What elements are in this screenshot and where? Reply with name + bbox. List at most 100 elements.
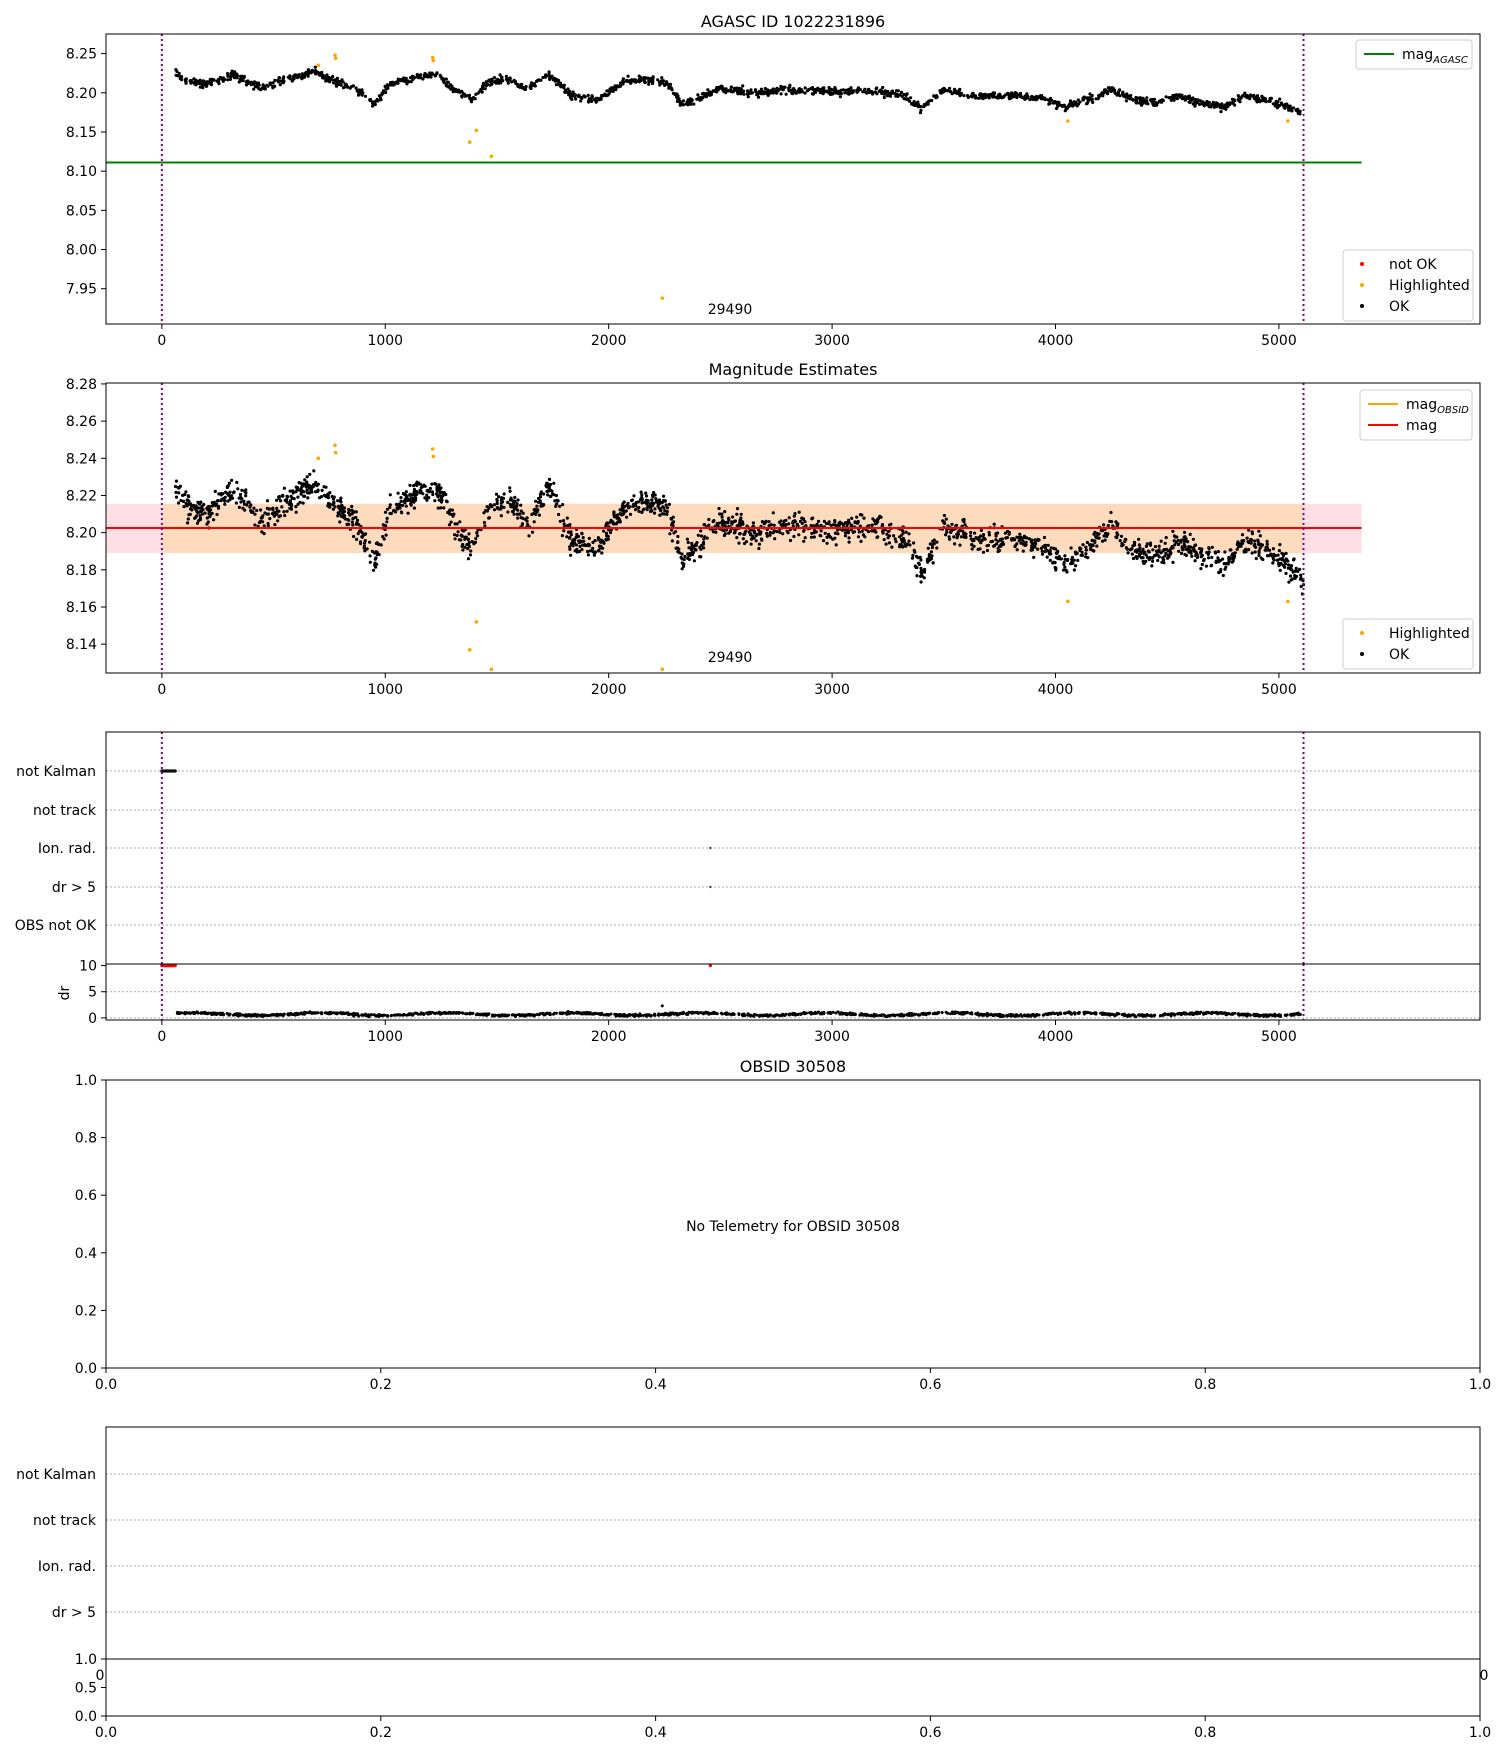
ok-point: [490, 77, 494, 81]
ok-point: [1263, 97, 1268, 101]
ok-point: [1138, 101, 1142, 105]
ok-point: [445, 80, 449, 85]
ok-point: [1176, 538, 1180, 543]
ok-point: [691, 550, 696, 555]
ok-point: [1066, 558, 1070, 562]
ok-point: [402, 499, 406, 503]
ok-point: [954, 523, 959, 528]
ok-point: [271, 508, 275, 512]
ok-point: [1011, 537, 1015, 541]
ok-point: [1211, 100, 1215, 104]
ok-point: [506, 81, 510, 85]
ok-point: [885, 532, 889, 536]
ok-point: [750, 537, 754, 541]
ok-point: [1247, 540, 1251, 545]
ok-point: [382, 537, 386, 541]
ok-point: [626, 74, 630, 78]
ok-point: [574, 535, 578, 540]
ok-point: [287, 76, 292, 80]
ok-point: [298, 500, 302, 504]
ok-point: [1075, 104, 1079, 108]
ok-point: [453, 537, 457, 541]
ok-point: [652, 511, 657, 515]
ok-point: [430, 490, 434, 494]
ok-point: [190, 505, 194, 509]
ok-point: [508, 489, 512, 493]
ok-point: [930, 98, 934, 103]
ok-point: [516, 516, 520, 520]
ok-point: [488, 83, 492, 87]
ok-point: [843, 91, 847, 95]
ok-point: [1260, 99, 1265, 103]
ok-point: [1162, 561, 1166, 565]
ok-point: [285, 499, 289, 503]
ok-point: [666, 506, 670, 510]
ok-point: [280, 505, 284, 509]
ok-point: [1144, 559, 1148, 564]
ok-point: [796, 90, 800, 94]
ok-point: [898, 545, 902, 549]
ok-point: [856, 519, 860, 524]
ok-point: [802, 539, 806, 543]
y-tick-label: 8.24: [66, 451, 97, 467]
ok-point: [1126, 551, 1130, 555]
ok-point: [335, 1011, 339, 1015]
ok-point: [919, 108, 923, 112]
ok-point: [644, 491, 648, 495]
ok-point: [299, 492, 303, 496]
ok-point: [448, 84, 452, 88]
ok-point: [983, 92, 988, 97]
ok-point: [272, 514, 276, 518]
ok-point: [532, 520, 536, 524]
ok-point: [1148, 1014, 1152, 1018]
ok-point: [379, 543, 383, 547]
ok-point: [1058, 557, 1062, 561]
ok-point: [670, 539, 675, 543]
ok-point: [605, 89, 609, 93]
ok-point: [360, 88, 364, 92]
ok-point: [580, 532, 584, 536]
y-tick-label: 8.22: [66, 488, 97, 504]
ok-point: [692, 559, 697, 563]
ok-point: [292, 1013, 296, 1017]
ok-point: [1051, 561, 1055, 565]
ok-point: [675, 546, 679, 550]
ok-point: [792, 534, 796, 539]
ok-point: [602, 529, 606, 533]
ok-point: [597, 98, 601, 102]
ok-point: [1164, 536, 1168, 540]
ok-point: [539, 78, 543, 82]
ok-point: [1105, 532, 1109, 537]
ok-point: [844, 88, 848, 92]
ok-point: [711, 530, 715, 534]
ok-point: [501, 500, 505, 504]
ok-point: [228, 77, 232, 81]
ok-point: [645, 502, 649, 506]
ok-point: [890, 91, 894, 95]
ok-point: [1093, 530, 1097, 534]
ok-point: [639, 78, 643, 82]
ok-point: [763, 86, 767, 91]
ok-point: [338, 498, 342, 503]
ok-point: [739, 519, 743, 523]
ok-point: [753, 88, 758, 92]
ok-point: [487, 79, 491, 83]
ok-point: [930, 545, 935, 550]
ok-point: [1157, 99, 1161, 103]
ok-point: [850, 516, 854, 521]
highlighted-point: [333, 450, 338, 455]
ok-point: [356, 532, 360, 536]
ok-point: [350, 504, 354, 509]
ok-point: [1169, 551, 1173, 555]
ok-point: [1184, 547, 1188, 551]
ok-point: [784, 523, 788, 527]
ok-point: [1027, 537, 1031, 541]
ok-point: [230, 496, 235, 500]
ok-point: [456, 530, 460, 534]
ok-point: [682, 562, 686, 566]
ok-point: [771, 511, 775, 515]
ok-point: [281, 494, 285, 498]
ok-point: [1074, 564, 1078, 568]
ok-point: [207, 509, 211, 513]
ok-point: [215, 512, 219, 517]
